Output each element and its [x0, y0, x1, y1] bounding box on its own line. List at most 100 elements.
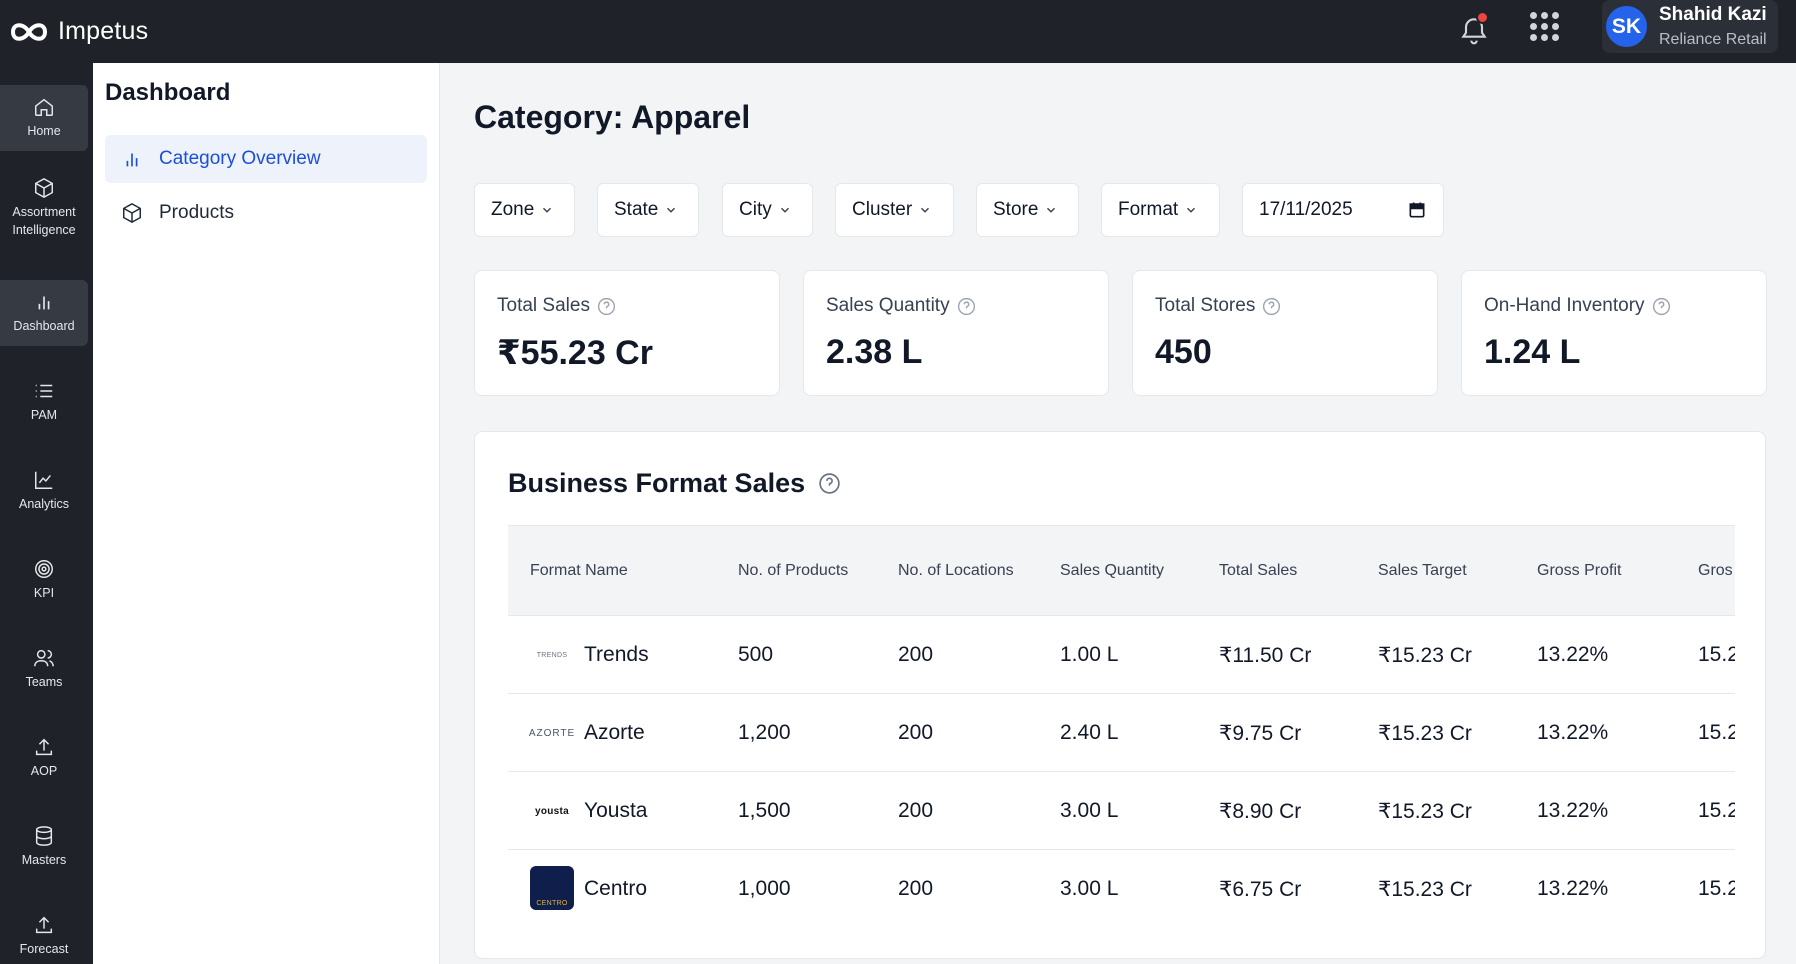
format-filter[interactable]: Format — [1101, 183, 1220, 237]
cell-gross-profit: 13.22% — [1537, 643, 1609, 666]
top-bar: Impetus SK Shahid Kazi Reliance Retail — [0, 0, 1796, 63]
rail-item-dashboard[interactable]: Dashboard — [0, 280, 88, 346]
page-title: Category: Apparel — [474, 99, 751, 135]
cell-gross-profit: 13.22% — [1537, 721, 1609, 744]
cell-truncated: 15.2 — [1698, 643, 1735, 666]
panel-title: Business Format Sales — [508, 468, 806, 498]
chevron-down-icon — [667, 207, 676, 213]
business-format-sales-panel: Business Format Sales Format Name No. of… — [474, 431, 1766, 959]
rail-item-teams[interactable]: Teams — [0, 636, 88, 702]
table-row[interactable]: CENTRO Centro 1,000 200 3.00 L ₹6.75 Cr … — [508, 850, 1735, 925]
rail-item-assortment-intelligence[interactable]: Assortment Intelligence — [0, 169, 88, 247]
cell-sales-target: ₹15.23 Cr — [1378, 878, 1472, 901]
help-icon[interactable] — [956, 296, 977, 317]
filter-label: State — [614, 199, 659, 220]
sidebar-item-category-overview[interactable]: Category Overview — [105, 135, 427, 183]
filter-label: Store — [993, 199, 1039, 220]
cell-sales-quantity: 2.40 L — [1060, 721, 1119, 744]
rail-item-aop[interactable]: AOP — [0, 725, 88, 791]
format-name: Centro — [584, 877, 648, 900]
cell-sales-quantity: 3.00 L — [1060, 877, 1119, 900]
rail-item-kpi[interactable]: KPI — [0, 547, 88, 613]
sidebar-item-label: Category Overview — [159, 148, 321, 169]
cell-locations: 200 — [898, 721, 934, 744]
rail-item-forecast[interactable]: Forecast — [0, 903, 88, 964]
rail-label: Masters — [21, 852, 67, 867]
column-header[interactable]: Sales Quantity — [1060, 562, 1165, 579]
column-header[interactable]: No. of Locations — [898, 562, 1014, 579]
date-input[interactable]: 17/11/2025 — [1242, 183, 1444, 237]
table-row[interactable]: yousta Yousta 1,500 200 3.00 L ₹8.90 Cr … — [508, 772, 1735, 850]
format-name: Azorte — [584, 721, 645, 744]
format-name: Yousta — [584, 799, 648, 822]
zone-filter[interactable]: Zone — [474, 183, 575, 237]
kpi-label: Total Sales — [497, 295, 590, 316]
cell-products: 1,500 — [738, 799, 791, 822]
help-icon[interactable] — [817, 471, 842, 496]
column-header[interactable]: Gros — [1698, 562, 1733, 579]
table-row[interactable]: TRENDS Trends 500 200 1.00 L ₹11.50 Cr ₹… — [508, 616, 1735, 694]
notification-badge — [1476, 11, 1489, 24]
column-header[interactable]: Total Sales — [1219, 562, 1298, 579]
list-icon — [35, 384, 53, 397]
kpi-card-sales-quantity: Sales Quantity 2.38 L — [803, 270, 1109, 396]
rail-label: KPI — [33, 585, 55, 600]
calendar-icon[interactable] — [1407, 200, 1427, 220]
state-filter[interactable]: State — [597, 183, 699, 237]
cell-sales-target: ₹15.23 Cr — [1378, 722, 1472, 745]
format-name: Trends — [584, 643, 649, 666]
cell-total-sales: ₹11.50 Cr — [1219, 644, 1312, 667]
rail-label: Home — [27, 123, 61, 138]
help-icon[interactable] — [596, 296, 617, 317]
cell-gross-profit: 13.22% — [1537, 799, 1609, 822]
infinity-logo-icon — [10, 22, 48, 41]
cell-locations: 200 — [898, 643, 934, 666]
city-filter[interactable]: City — [722, 183, 813, 237]
brand[interactable]: Impetus — [8, 17, 148, 47]
kpi-card-total-sales: Total Sales ₹55.23 Cr — [474, 270, 780, 396]
cell-total-sales: ₹9.75 Cr — [1219, 722, 1302, 745]
rail-item-pam[interactable]: PAM — [0, 369, 88, 435]
apps-grid-icon[interactable] — [1530, 12, 1560, 42]
cell-sales-quantity: 1.00 L — [1060, 643, 1119, 666]
rail-label: Analytics — [18, 496, 70, 511]
rail-label: Teams — [25, 674, 63, 689]
column-header[interactable]: Sales Target — [1378, 562, 1467, 579]
kpi-label: On-Hand Inventory — [1484, 295, 1645, 316]
cell-total-sales: ₹6.75 Cr — [1219, 878, 1302, 901]
left-rail: Home Assortment Intelligence Dashboard P… — [0, 63, 93, 964]
store-filter[interactable]: Store — [976, 183, 1079, 237]
upload-icon — [35, 916, 53, 933]
cell-truncated: 15.2 — [1698, 799, 1735, 822]
rail-item-masters[interactable]: Masters — [0, 814, 88, 880]
rail-item-home[interactable]: Home — [0, 85, 88, 151]
filter-label: Zone — [491, 199, 535, 220]
chevron-down-icon — [1187, 207, 1196, 213]
business-format-table: Format Name No. of Products No. of Locat… — [508, 525, 1735, 925]
upload-icon — [35, 738, 53, 755]
column-header[interactable]: Format Name — [530, 562, 628, 579]
help-icon[interactable] — [1651, 296, 1672, 317]
user-name: Shahid Kazi — [1659, 3, 1767, 25]
filter-label: City — [739, 199, 772, 220]
cluster-filter[interactable]: Cluster — [835, 183, 954, 237]
avatar: SK — [1606, 6, 1647, 47]
home-icon — [35, 98, 53, 116]
rail-label: AOP — [30, 763, 58, 778]
help-icon[interactable] — [1261, 296, 1282, 317]
date-value: 17/11/2025 — [1259, 199, 1353, 220]
cell-sales-target: ₹15.23 Cr — [1378, 644, 1472, 667]
table-row[interactable]: AZORTE Azorte 1,200 200 2.40 L ₹9.75 Cr … — [508, 694, 1735, 772]
cell-locations: 200 — [898, 799, 934, 822]
cell-truncated: 15.2 — [1698, 721, 1735, 744]
cell-truncated: 15.2 — [1698, 877, 1735, 900]
user-menu[interactable]: SK Shahid Kazi Reliance Retail — [1602, 0, 1778, 53]
column-header[interactable]: No. of Products — [738, 562, 849, 579]
column-header[interactable]: Gross Profit — [1537, 562, 1622, 579]
sidebar-item-products[interactable]: Products — [105, 189, 427, 237]
cell-locations: 200 — [898, 877, 934, 900]
rail-item-analytics[interactable]: Analytics — [0, 458, 88, 524]
sidebar-title: Dashboard — [105, 79, 231, 106]
app-name: Impetus — [58, 17, 149, 45]
rail-label: Dashboard — [13, 318, 75, 333]
